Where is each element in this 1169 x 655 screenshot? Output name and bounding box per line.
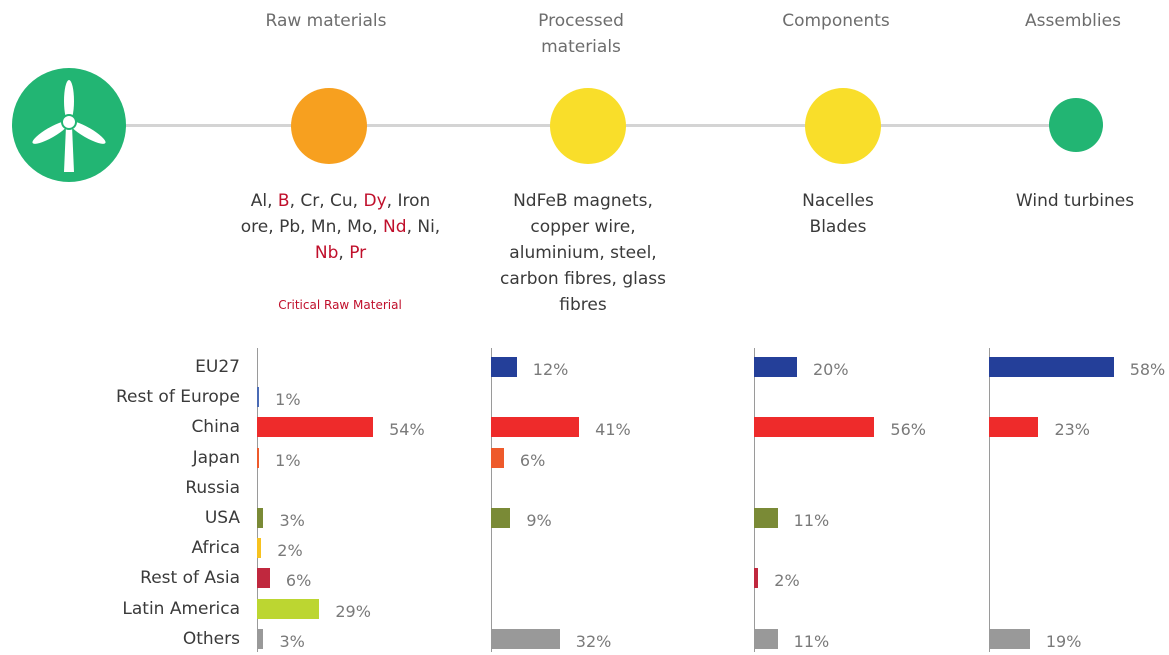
data-label: 23%: [1054, 420, 1090, 440]
bar-2-china: [491, 417, 580, 438]
critical-material-b: B: [277, 191, 290, 211]
bar-3-eu27: [754, 357, 797, 377]
data-label: 2%: [277, 541, 303, 561]
region-label-china: China: [191, 417, 240, 438]
region-label-rest-of-asia: Rest of Asia: [140, 568, 240, 589]
bar-1-japan: [257, 447, 260, 468]
bar-4-others: [989, 628, 1030, 649]
critical-material-nb: Nb: [314, 243, 339, 263]
region-label-usa: USA: [204, 508, 240, 528]
bar-4-china: [989, 417, 1039, 438]
bar-3-others: [754, 628, 778, 649]
stage-title-assemblies: Assemblies: [1025, 11, 1121, 31]
bar-1-rest-of-europe: [257, 387, 260, 408]
bar-1-latin-america: [257, 598, 320, 619]
stage-title-processed: Processed materials: [538, 11, 624, 57]
axis-1: [257, 348, 258, 652]
region-label-rest-of-europe: Rest of Europe: [115, 387, 240, 408]
data-label: 2%: [774, 571, 800, 591]
data-label: 11%: [793, 631, 830, 651]
bar-2-usa: [491, 508, 511, 528]
material-text: ,: [338, 243, 350, 263]
data-label: 41%: [595, 420, 631, 440]
node-components: [805, 88, 881, 164]
bar-4-eu27: [989, 357, 1114, 377]
region-label-latin-america: Latin America: [122, 598, 240, 619]
bar-1-africa: [257, 538, 262, 559]
region-label-others: Others: [182, 628, 240, 649]
critical-material-pr: Pr: [349, 243, 367, 263]
data-label: 29%: [335, 601, 371, 621]
data-label: 1%: [275, 450, 301, 470]
data-label: 6%: [285, 571, 312, 591]
component-nacelles: Nacelles: [802, 191, 874, 211]
material-text: Al,: [250, 191, 278, 211]
stage-title-raw: Raw materials: [265, 11, 387, 31]
bar-2-japan: [491, 447, 504, 468]
raw-materials-list: Al, B, Cr, Cu, Dy, Iron ore, Pb, Mn, Mo,…: [238, 188, 443, 266]
bar-3-usa: [754, 508, 778, 528]
critical-raw-material-note: Critical Raw Material: [278, 298, 402, 312]
data-label: 54%: [389, 420, 425, 440]
material-text: , Cr, Cu,: [289, 191, 364, 211]
bar-1-china: [257, 417, 374, 438]
region-label-eu27: EU27: [195, 357, 240, 377]
region-label-africa: Africa: [191, 538, 241, 559]
wind-turbine-icon: [12, 68, 126, 182]
assemblies-list: Wind turbines: [1015, 191, 1135, 211]
node-processed-materials: [550, 88, 626, 164]
critical-material-nd: Nd: [383, 217, 407, 237]
data-label: 19%: [1045, 631, 1082, 651]
data-label: 3%: [279, 511, 305, 530]
axis-3: [754, 348, 755, 652]
data-label: 11%: [793, 511, 830, 530]
data-label: 58%: [1129, 360, 1166, 379]
data-label: 3%: [279, 631, 305, 651]
processed-materials-list: NdFeB magnets, copper wire, aluminium, s…: [499, 191, 666, 315]
data-label: 9%: [526, 511, 552, 530]
bar-1-others: [257, 628, 264, 649]
node-raw-materials: [291, 88, 367, 164]
bar-1-rest-of-asia: [257, 568, 270, 589]
axis-2: [491, 348, 492, 652]
data-label: 56%: [890, 420, 926, 440]
bar-3-rest-of-asia: [754, 568, 759, 589]
region-label-russia: Russia: [185, 477, 240, 498]
component-blades: Blades: [809, 217, 867, 237]
data-label: 1%: [275, 390, 301, 410]
material-text: , Iron ore, Pb, Mn, Mo,: [240, 191, 431, 237]
node-assemblies: [1049, 98, 1103, 152]
stage-title-components: Components: [782, 11, 890, 31]
bar-2-eu27: [491, 357, 517, 377]
critical-material-dy: Dy: [363, 191, 387, 211]
region-label-japan: Japan: [192, 447, 240, 468]
components-list: Nacelles Blades: [743, 188, 933, 240]
bar-2-others: [491, 628, 560, 649]
bar-1-usa: [257, 508, 264, 528]
axis-4: [989, 348, 990, 652]
data-label: 12%: [532, 360, 569, 379]
data-label: 32%: [575, 631, 612, 651]
data-label: 20%: [813, 360, 849, 379]
material-text: , Ni,: [406, 217, 441, 237]
bar-3-china: [754, 417, 875, 438]
data-label: 6%: [519, 450, 546, 470]
